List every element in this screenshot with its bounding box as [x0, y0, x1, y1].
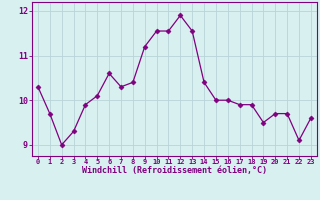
X-axis label: Windchill (Refroidissement éolien,°C): Windchill (Refroidissement éolien,°C)	[82, 166, 267, 175]
